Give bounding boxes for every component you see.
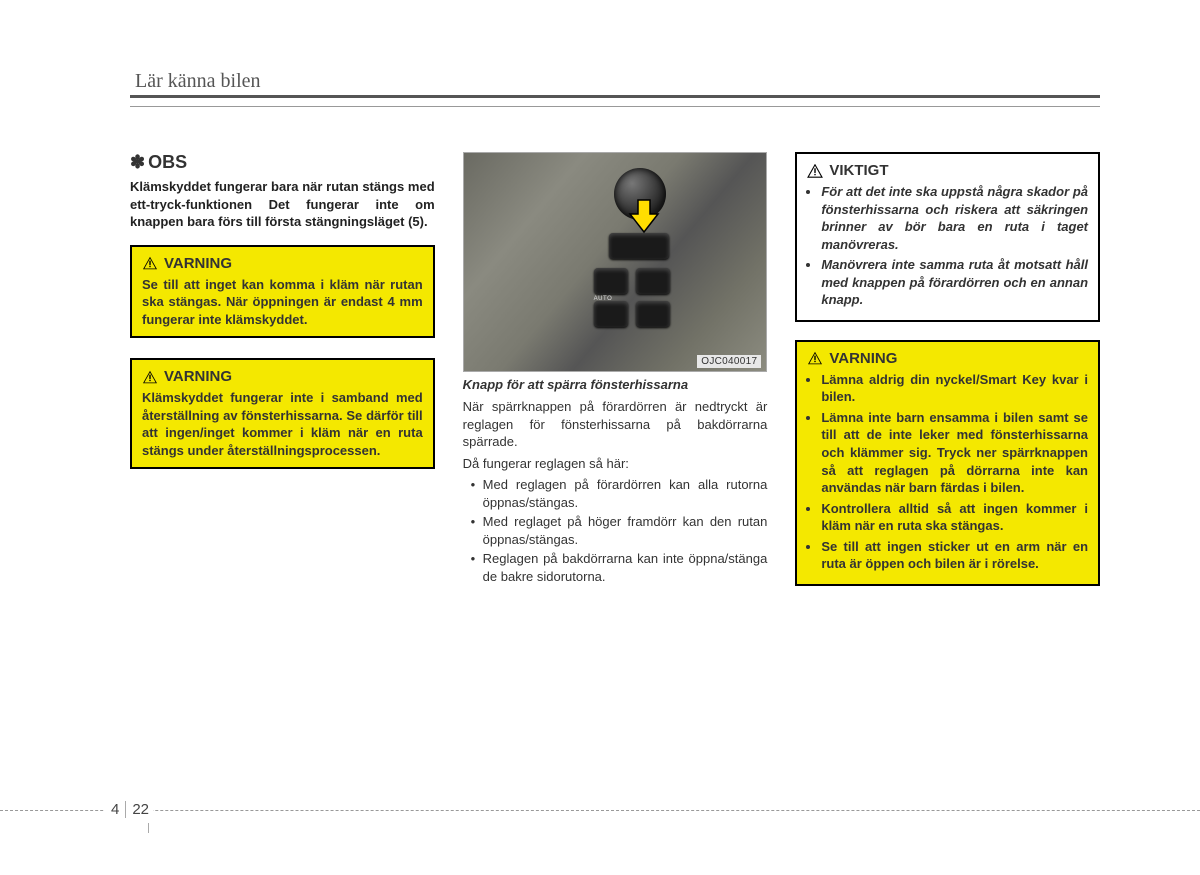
caution-box: VIKTIGT För att det inte ska uppstå någr… <box>795 152 1100 322</box>
warning-body: Se till att inget kan komma i kläm när r… <box>142 276 423 329</box>
obs-title: OBS <box>148 152 187 173</box>
list-item: Lämna inte barn ensamma i bilen samt se … <box>821 409 1088 497</box>
warning-title-text: VARNING <box>164 255 232 272</box>
warning-title: VARNING <box>807 350 1088 367</box>
warning-body: Klämskyddet fungerar inte i samband med … <box>142 389 423 459</box>
warning-box-1: VARNING Se till att inget kan komma i kl… <box>130 245 435 339</box>
figure-caption: Knapp för att spärra fönsterhissarna <box>463 377 768 392</box>
warning-title: VARNING <box>142 368 423 385</box>
warning-body: Lämna aldrig din nyckel/Smart Key kvar i… <box>807 371 1088 573</box>
window-switch <box>636 301 670 327</box>
list-item: För att det inte ska uppstå några skador… <box>821 183 1088 253</box>
column-right: VIKTIGT För att det inte ska uppstå någr… <box>795 152 1100 606</box>
list-item: Kontrollera alltid så att ingen kommer i… <box>821 500 1088 535</box>
list-item: Med reglaget på höger framdörr kan den r… <box>475 513 768 548</box>
warning-triangle-icon <box>807 351 823 365</box>
caution-title: VIKTIGT <box>807 162 1088 179</box>
page-header-title: Lär känna bilen <box>130 70 1100 93</box>
warning-title: VARNING <box>142 255 423 272</box>
chapter-number: 4 <box>105 801 126 818</box>
caution-title-text: VIKTIGT <box>829 162 888 179</box>
warning-triangle-icon <box>142 370 158 384</box>
body-paragraph: Då fungerar reglagen så här: <box>463 455 768 473</box>
list-item: Reglagen på bakdörrarna kan inte öppna/s… <box>475 550 768 585</box>
obs-heading: ✽ OBS <box>130 152 435 173</box>
list-item: Manövrera inte samma ruta åt motsatt hål… <box>821 256 1088 309</box>
warning-title-text: VARNING <box>829 350 897 367</box>
page-footer: 4 22 <box>0 810 1200 815</box>
body-bullet-list: Med reglagen på förardörren kan alla rut… <box>463 476 768 585</box>
header-rule-thick <box>130 95 1100 98</box>
list-item: Lämna aldrig din nyckel/Smart Key kvar i… <box>821 371 1088 406</box>
figure-window-lock-button: AUTO OJC040017 <box>463 152 768 372</box>
warning-box-2: VARNING Klämskyddet fungerar inte i samb… <box>130 358 435 469</box>
body-paragraph: När spärrknappen på förardörren är nedtr… <box>463 398 768 451</box>
window-switch <box>636 268 670 294</box>
header-rule-thin <box>130 106 1100 107</box>
page-number-value: 22 <box>132 801 149 818</box>
footer-tick <box>148 823 149 833</box>
list-item: Se till att ingen sticker ut en arm när … <box>821 538 1088 573</box>
column-middle: AUTO OJC040017 Knapp för att spärra föns… <box>463 152 768 606</box>
figure-code: OJC040017 <box>697 355 761 368</box>
warning-box-3: VARNING Lämna aldrig din nyckel/Smart Ke… <box>795 340 1100 586</box>
column-left: ✽ OBS Klämskyddet fungerar bara när ruta… <box>130 152 435 606</box>
list-item: Med reglagen på förardörren kan alla rut… <box>475 476 768 511</box>
obs-symbol: ✽ <box>130 152 145 173</box>
warning-triangle-icon <box>142 256 158 270</box>
caution-triangle-icon <box>807 164 823 178</box>
warning-title-text: VARNING <box>164 368 232 385</box>
page-number: 4 22 <box>105 801 153 818</box>
window-switch <box>594 301 628 327</box>
obs-body: Klämskyddet fungerar bara när rutan stän… <box>130 178 435 231</box>
window-switch <box>594 268 628 294</box>
three-column-layout: ✽ OBS Klämskyddet fungerar bara när ruta… <box>130 152 1100 606</box>
yellow-arrow-icon <box>624 198 664 238</box>
manual-page: Lär känna bilen ✽ OBS Klämskyddet funger… <box>0 0 1200 636</box>
caution-body: För att det inte ska uppstå några skador… <box>807 183 1088 309</box>
